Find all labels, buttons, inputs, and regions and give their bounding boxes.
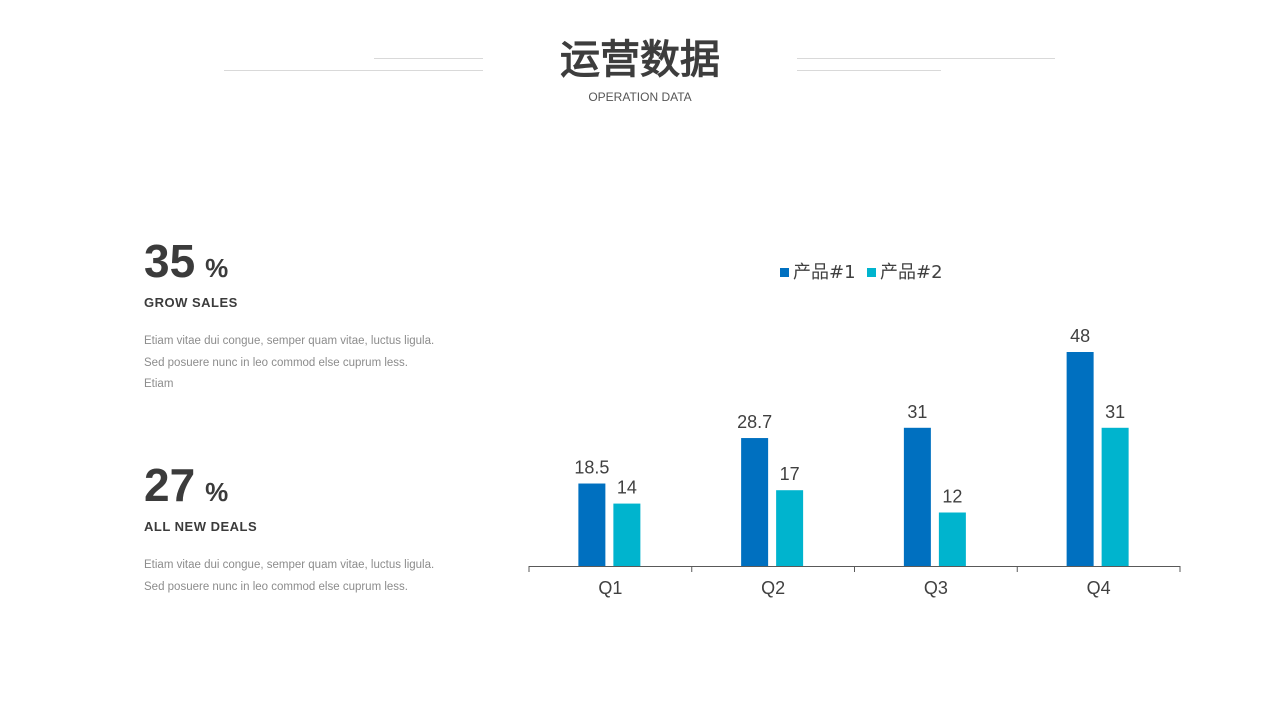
stat-unit: % (205, 477, 229, 507)
data-label: 18.5 (574, 458, 609, 478)
bar-1 (1066, 352, 1094, 566)
x-tick-label: Q3 (924, 578, 948, 598)
x-tick-label: Q4 (1087, 578, 1111, 598)
bar-1 (903, 427, 931, 566)
data-label: 48 (1070, 326, 1090, 346)
data-label: 12 (942, 487, 962, 507)
bar-2 (776, 490, 804, 566)
legend-swatch (780, 268, 789, 277)
stat-value: 27 (144, 459, 196, 511)
legend-swatch (867, 268, 876, 277)
data-label: 31 (1105, 402, 1125, 422)
bar-2 (1101, 427, 1129, 566)
bar-1 (741, 438, 769, 566)
page-subtitle: OPERATION DATA (588, 90, 692, 104)
data-label: 31 (907, 402, 927, 422)
stat-description-line: Sed posuere nunc in leo commod else cupr… (144, 580, 409, 593)
bar-chart: Q1 18.5 14 Q2 28.7 17 Q3 31 12 Q4 48 31 产品#1 产品#2 (528, 262, 1181, 598)
data-label: 17 (780, 464, 800, 484)
stat-unit: % (205, 253, 229, 283)
stat-block-new-deals: 27% ALL NEW DEALS Etiam vitae dui congue… (144, 460, 474, 598)
bar-2 (938, 512, 966, 566)
title-decor-line (224, 70, 483, 71)
legend-label: 产品#2 (880, 262, 943, 283)
stat-block-grow-sales: 35% GROW SALES Etiam vitae dui congue, s… (144, 236, 474, 396)
stat-description-line: Etiam vitae dui congue, semper quam vita… (144, 559, 435, 571)
legend-label: 产品#1 (793, 262, 856, 283)
x-tick-label: Q1 (598, 578, 622, 598)
stat-description-line: Sed posuere nunc in leo commod else cupr… (144, 356, 409, 369)
stat-description-line: Etiam (144, 378, 174, 390)
stat-description: Etiam vitae dui congue, semper quam vita… (144, 555, 474, 598)
x-tick-label: Q2 (761, 578, 785, 598)
stat-description: Etiam vitae dui congue, semper quam vita… (144, 331, 474, 396)
title-decor-line (797, 70, 941, 71)
stat-label: ALL NEW DEALS (144, 519, 258, 534)
title-decor-line (374, 58, 483, 59)
title-decor-line (797, 58, 1055, 59)
stat-value: 35 (144, 235, 196, 287)
stat-description-line: Etiam vitae dui congue, semper quam vita… (144, 335, 435, 347)
bar-2 (613, 503, 641, 566)
data-label: 14 (617, 478, 637, 498)
data-label: 28.7 (737, 412, 772, 432)
stat-value-row: 35% (144, 236, 474, 286)
page-title: 运营数据 (560, 37, 720, 83)
stat-value-row: 27% (144, 460, 474, 510)
stat-label: GROW SALES (144, 295, 238, 310)
bar-1 (578, 483, 606, 566)
